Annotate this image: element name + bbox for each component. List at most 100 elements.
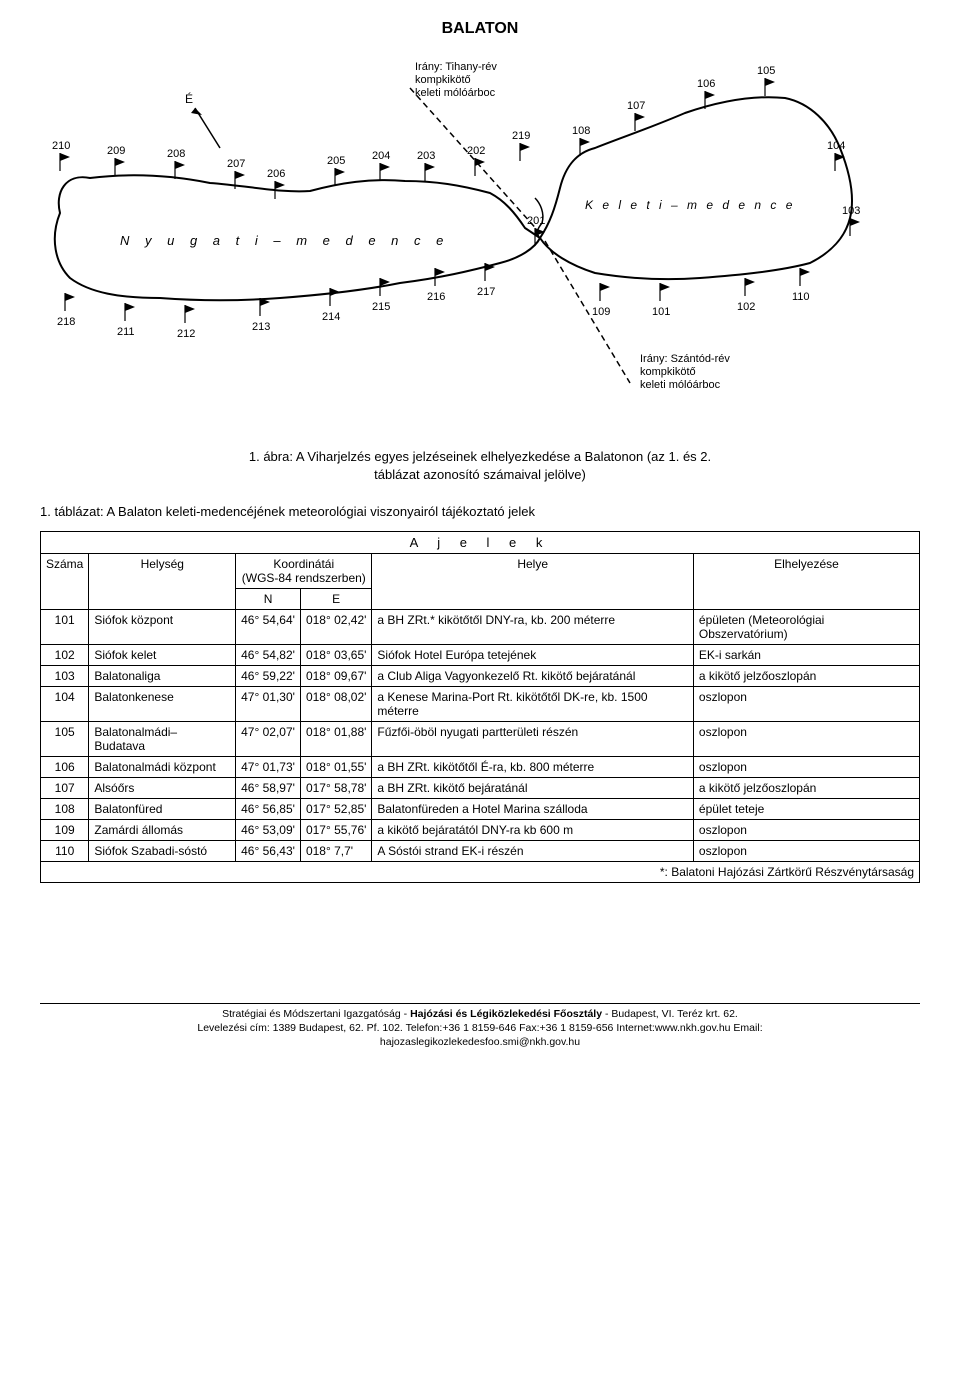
cell-helyseg: Balatonalmádi– Budatava [89,722,236,757]
cell-e: 018° 09,67' [300,666,371,687]
map-flag: 204 [372,150,390,181]
cell-elhely: oszlopon [693,757,919,778]
cell-helye: Fűzfői-öböl nyugati partterületi részén [372,722,694,757]
col-koord: Koordinátái (WGS-84 rendszerben) [236,554,372,589]
map-flag: 109 [592,283,610,318]
flag-label: 218 [57,316,75,328]
cell-helye: a Kenese Marina-Port Rt. kikötőtől DK-re… [372,687,694,722]
cell-helyseg: Alsóőrs [89,778,236,799]
map-flag: 205 [327,155,345,186]
flag-label: 201 [527,215,545,227]
flag-label: 209 [107,145,125,157]
flag-label: 110 [792,291,810,303]
cell-szama: 109 [41,820,89,841]
flag-label: 216 [427,291,445,303]
flag-label: 107 [627,100,645,112]
table-header-row-span: A j e l e k [41,532,920,554]
flag-label: 219 [512,130,530,142]
cell-helyseg: Siófok központ [89,610,236,645]
cell-n: 47° 01,30' [236,687,301,722]
flag-label: 109 [592,306,610,318]
cell-n: 46° 58,97' [236,778,301,799]
flag-label: 208 [167,148,185,160]
flag-label: 103 [842,205,860,217]
cell-szama: 101 [41,610,89,645]
cell-e: 018° 02,42' [300,610,371,645]
cell-szama: 110 [41,841,89,862]
footer-line2: Levelezési cím: 1389 Budapest, 62. Pf. 1… [40,1022,920,1036]
col-helye: Helye [372,554,694,610]
cell-elhely: a kikötő jelzőoszlopán [693,666,919,687]
cell-helye: Balatonfüreden a Hotel Marina szálloda [372,799,694,820]
col-n: N [236,589,301,610]
cell-elhely: EK-i sarkán [693,645,919,666]
footer-line1: Stratégiai és Módszertani Igazgatóság - … [40,1008,920,1022]
map-flag: 101 [652,283,670,318]
flag-label: 214 [322,311,340,323]
cell-helyseg: Balatonaliga [89,666,236,687]
cell-szama: 104 [41,687,89,722]
flag-label: 101 [652,306,670,318]
cell-helye: a kikötő bejáratától DNY-ra kb 600 m [372,820,694,841]
flag-label: 203 [417,150,435,162]
cell-helyseg: Balatonalmádi központ [89,757,236,778]
map-flag: 210 [52,140,70,171]
annotation-szantod: Irány: Szántód-rév kompkikötő keleti mól… [640,353,730,393]
page-footer: Stratégiai és Módszertani Igazgatóság - … [40,1003,920,1049]
table-header-row-main: Száma Helység Koordinátái (WGS-84 rendsz… [41,554,920,589]
map-flag: 107 [627,100,645,131]
cell-n: 47° 02,07' [236,722,301,757]
caption-line1: 1. ábra: A Viharjelzés egyes jelzéseinek… [249,449,711,464]
footer-line3: hajozaslegikozlekedesfoo.smi@nkh.gov.hu [40,1036,920,1050]
cell-helye: Siófok Hotel Európa tetejének [372,645,694,666]
table-row: 108Balatonfüred46° 56,85'017° 52,85'Bala… [41,799,920,820]
cell-e: 017° 55,76' [300,820,371,841]
cell-n: 46° 56,85' [236,799,301,820]
map-flag: 213 [252,298,270,333]
cell-szama: 105 [41,722,89,757]
flag-label: 104 [827,140,845,152]
footer-line1-c: - Budapest, VI. Teréz krt. 62. [602,1008,738,1020]
table-row: 102Siófok kelet46° 54,82'018° 03,65'Sióf… [41,645,920,666]
page-title: BALATON [40,20,920,38]
balaton-map: É 21020920820720620520420320221920110810… [40,53,920,433]
cell-elhely: épület teteje [693,799,919,820]
flag-label: 212 [177,328,195,340]
map-flag: 102 [737,278,755,313]
north-arrow: É [185,91,220,148]
table-row: 106Balatonalmádi központ47° 01,73'018° 0… [41,757,920,778]
col-koord-top: Koordinátái [273,557,334,571]
map-flag: 219 [512,130,530,161]
cell-helyseg: Siófok Szabadi-sóstó [89,841,236,862]
cell-e: 018° 03,65' [300,645,371,666]
map-flag: 208 [167,148,185,179]
table-row: 105Balatonalmádi– Budatava47° 02,07'018°… [41,722,920,757]
map-flag: 202 [467,145,485,176]
footer-line1-a: Stratégiai és Módszertani Igazgatóság - [222,1008,410,1020]
col-e: E [300,589,371,610]
map-flag: 209 [107,145,125,176]
map-flag: 203 [417,150,435,181]
caption-line2: táblázat azonosító számaival jelölve) [374,467,586,482]
footnote-cell: *: Balatoni Hajózási Zártkörű Részvénytá… [41,862,920,883]
cell-szama: 106 [41,757,89,778]
cell-helye: A Sóstói strand EK-i részén [372,841,694,862]
table-row: 104Balatonkenese47° 01,30'018° 08,02'a K… [41,687,920,722]
table-row: 103Balatonaliga46° 59,22'018° 09,67'a Cl… [41,666,920,687]
flag-label: 106 [697,78,715,90]
cell-n: 46° 59,22' [236,666,301,687]
signals-table: A j e l e k Száma Helység Koordinátái (W… [40,531,920,883]
annotation-tihany: Irány: Tihany-rév kompkikötő keleti móló… [415,61,497,101]
map-flag: 212 [177,305,195,340]
cell-e: 018° 01,88' [300,722,371,757]
flag-label: 213 [252,321,270,333]
map-flag: 206 [267,168,285,199]
cell-elhely: a kikötő jelzőoszlopán [693,778,919,799]
dashed-line-bottom [545,241,630,383]
cell-elhely: oszlopon [693,722,919,757]
cell-szama: 107 [41,778,89,799]
flag-label: 202 [467,145,485,157]
flag-label: 210 [52,140,70,152]
cell-helyseg: Balatonfüred [89,799,236,820]
table-row: 109Zamárdi állomás46° 53,09'017° 55,76'a… [41,820,920,841]
